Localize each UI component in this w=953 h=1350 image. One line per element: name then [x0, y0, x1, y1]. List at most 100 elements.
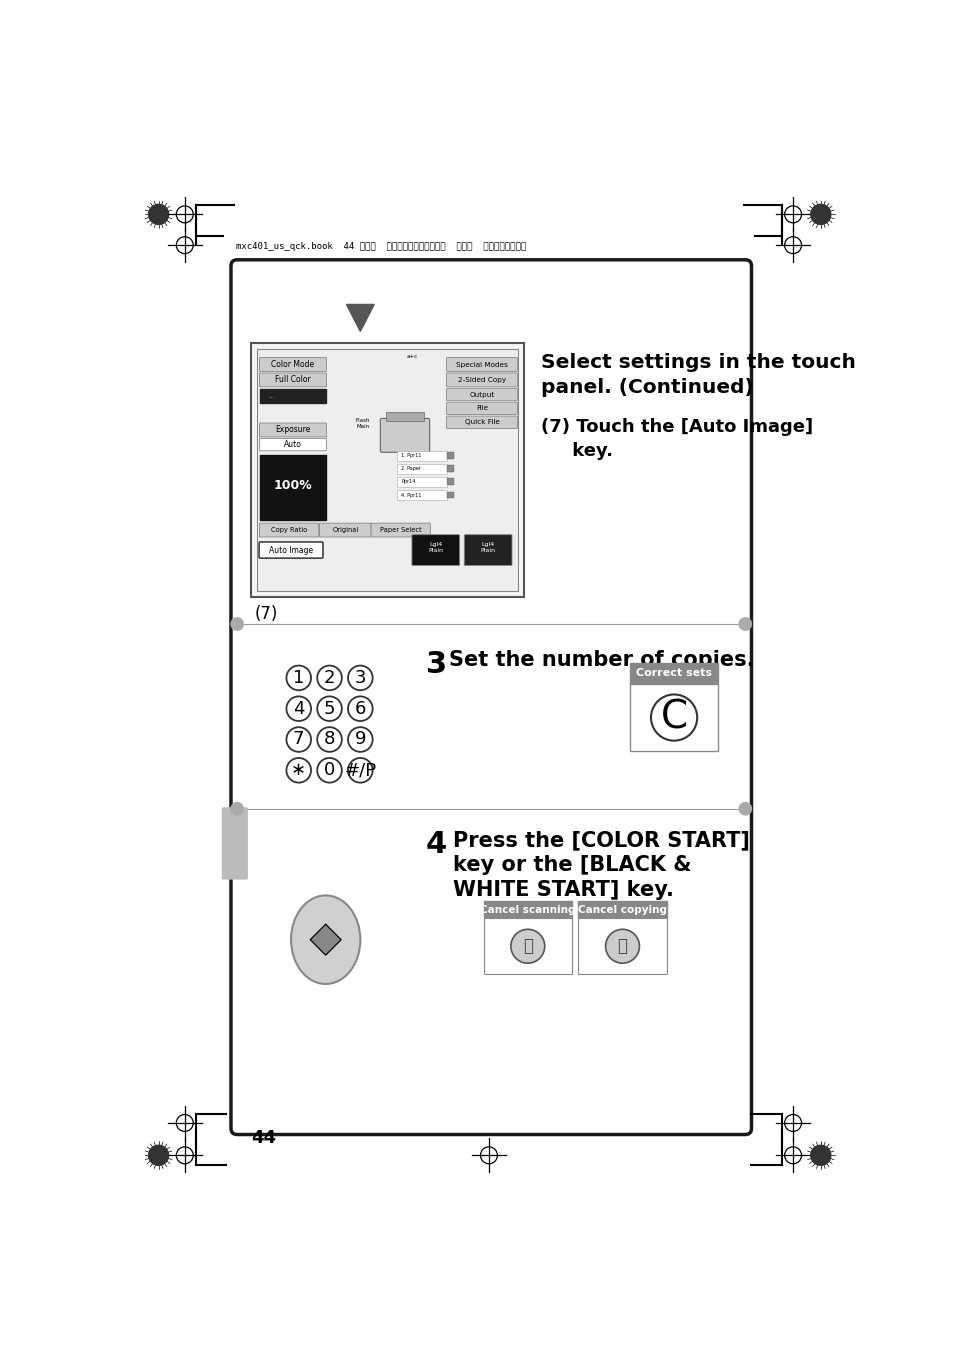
Text: 4. Ppr11: 4. Ppr11 — [400, 493, 421, 498]
Text: 5: 5 — [323, 699, 335, 718]
Text: Paper Select: Paper Select — [379, 526, 421, 533]
Text: Lgl4
Plain: Lgl4 Plain — [480, 543, 496, 554]
FancyBboxPatch shape — [259, 439, 326, 451]
Bar — [483, 902, 572, 918]
FancyBboxPatch shape — [259, 541, 323, 558]
Text: mxc401_us_qck.book  44 ページ  ２００８年１０月１６日  木曜日  午前１０時５１分: mxc401_us_qck.book 44 ページ ２００８年１０月１６日 木曜… — [235, 242, 525, 251]
Text: 100%: 100% — [273, 479, 312, 491]
Circle shape — [149, 204, 169, 224]
FancyBboxPatch shape — [446, 358, 517, 371]
Text: ⛔: ⛔ — [522, 937, 533, 956]
FancyBboxPatch shape — [464, 535, 512, 566]
Bar — [483, 918, 572, 975]
Bar — [447, 466, 453, 472]
FancyBboxPatch shape — [231, 259, 751, 1134]
Text: Original: Original — [332, 526, 358, 533]
Bar — [396, 464, 447, 474]
Text: 3: 3 — [425, 651, 446, 679]
Text: 2: 2 — [323, 668, 335, 687]
Text: Quick File: Quick File — [464, 420, 499, 425]
Text: Output: Output — [469, 392, 494, 397]
Text: panel. (Continued): panel. (Continued) — [540, 378, 753, 397]
Text: 1: 1 — [293, 668, 304, 687]
Circle shape — [511, 929, 544, 963]
Ellipse shape — [291, 895, 360, 984]
Bar — [260, 389, 325, 404]
Text: ⛔: ⛔ — [617, 937, 627, 956]
Bar — [447, 452, 453, 459]
Text: Press the [COLOR START]: Press the [COLOR START] — [453, 830, 749, 850]
Circle shape — [149, 1145, 169, 1165]
Text: Exposure: Exposure — [275, 425, 311, 435]
Text: 2-Sided Copy: 2-Sided Copy — [457, 377, 505, 383]
Text: 0: 0 — [324, 761, 335, 779]
Bar — [396, 477, 447, 487]
FancyBboxPatch shape — [259, 358, 326, 371]
Text: Copy Ratio: Copy Ratio — [271, 526, 307, 533]
Text: ...: ... — [268, 393, 274, 400]
FancyBboxPatch shape — [446, 373, 517, 387]
Text: Color Mode: Color Mode — [271, 360, 314, 369]
Circle shape — [810, 204, 830, 224]
FancyBboxPatch shape — [412, 535, 459, 566]
FancyBboxPatch shape — [259, 524, 318, 537]
Text: #/P: #/P — [344, 761, 376, 779]
Text: WHITE START] key.: WHITE START] key. — [453, 880, 673, 899]
Text: Correct sets: Correct sets — [636, 668, 711, 678]
Text: Full Color: Full Color — [274, 375, 311, 385]
Circle shape — [739, 618, 751, 630]
Text: 2. Paper: 2. Paper — [400, 466, 420, 471]
Text: Special Modes: Special Modes — [456, 362, 507, 367]
Circle shape — [231, 618, 243, 630]
Text: 4: 4 — [425, 830, 447, 860]
Bar — [257, 350, 517, 591]
Circle shape — [810, 1145, 830, 1165]
Text: 9: 9 — [355, 730, 366, 748]
Bar — [629, 663, 718, 684]
Text: 8: 8 — [323, 730, 335, 748]
Text: ∗: ∗ — [291, 761, 306, 779]
Text: (7): (7) — [254, 605, 278, 622]
Text: Set the number of copies.: Set the number of copies. — [449, 651, 754, 670]
Circle shape — [605, 929, 639, 963]
Text: key or the [BLACK &: key or the [BLACK & — [453, 855, 691, 875]
Bar — [396, 451, 447, 460]
FancyBboxPatch shape — [446, 402, 517, 414]
Circle shape — [739, 803, 751, 815]
FancyBboxPatch shape — [259, 373, 326, 387]
Text: Flash
Main: Flash Main — [355, 418, 370, 429]
Polygon shape — [346, 305, 374, 331]
Text: Auto: Auto — [284, 440, 301, 450]
Text: Auto Image: Auto Image — [269, 545, 313, 555]
Bar — [447, 491, 453, 498]
Bar — [385, 412, 424, 421]
FancyBboxPatch shape — [446, 389, 517, 401]
Text: (7) Touch the [Auto Image]: (7) Touch the [Auto Image] — [540, 417, 813, 436]
Text: 3: 3 — [355, 668, 366, 687]
Text: a+c: a+c — [407, 354, 417, 359]
Polygon shape — [310, 925, 341, 954]
Text: 7: 7 — [293, 730, 304, 748]
Circle shape — [231, 803, 243, 815]
Text: Cancel scanning: Cancel scanning — [479, 904, 575, 915]
Bar — [447, 478, 453, 486]
Text: 44: 44 — [251, 1130, 275, 1148]
FancyBboxPatch shape — [446, 416, 517, 428]
FancyBboxPatch shape — [319, 524, 371, 537]
Bar — [396, 490, 447, 500]
Bar — [578, 902, 666, 918]
Bar — [629, 684, 718, 751]
Text: C: C — [659, 698, 687, 737]
FancyBboxPatch shape — [259, 423, 326, 437]
FancyBboxPatch shape — [221, 807, 248, 880]
Text: 1. Ppr11: 1. Ppr11 — [400, 454, 421, 458]
Text: File: File — [476, 405, 488, 412]
Text: 4: 4 — [293, 699, 304, 718]
FancyBboxPatch shape — [380, 418, 429, 452]
Text: Select settings in the touch: Select settings in the touch — [540, 352, 855, 373]
Text: Lgl4
Plain: Lgl4 Plain — [428, 543, 443, 554]
Bar — [251, 343, 524, 597]
FancyBboxPatch shape — [371, 524, 430, 537]
Text: 6: 6 — [355, 699, 366, 718]
Bar — [578, 918, 666, 975]
